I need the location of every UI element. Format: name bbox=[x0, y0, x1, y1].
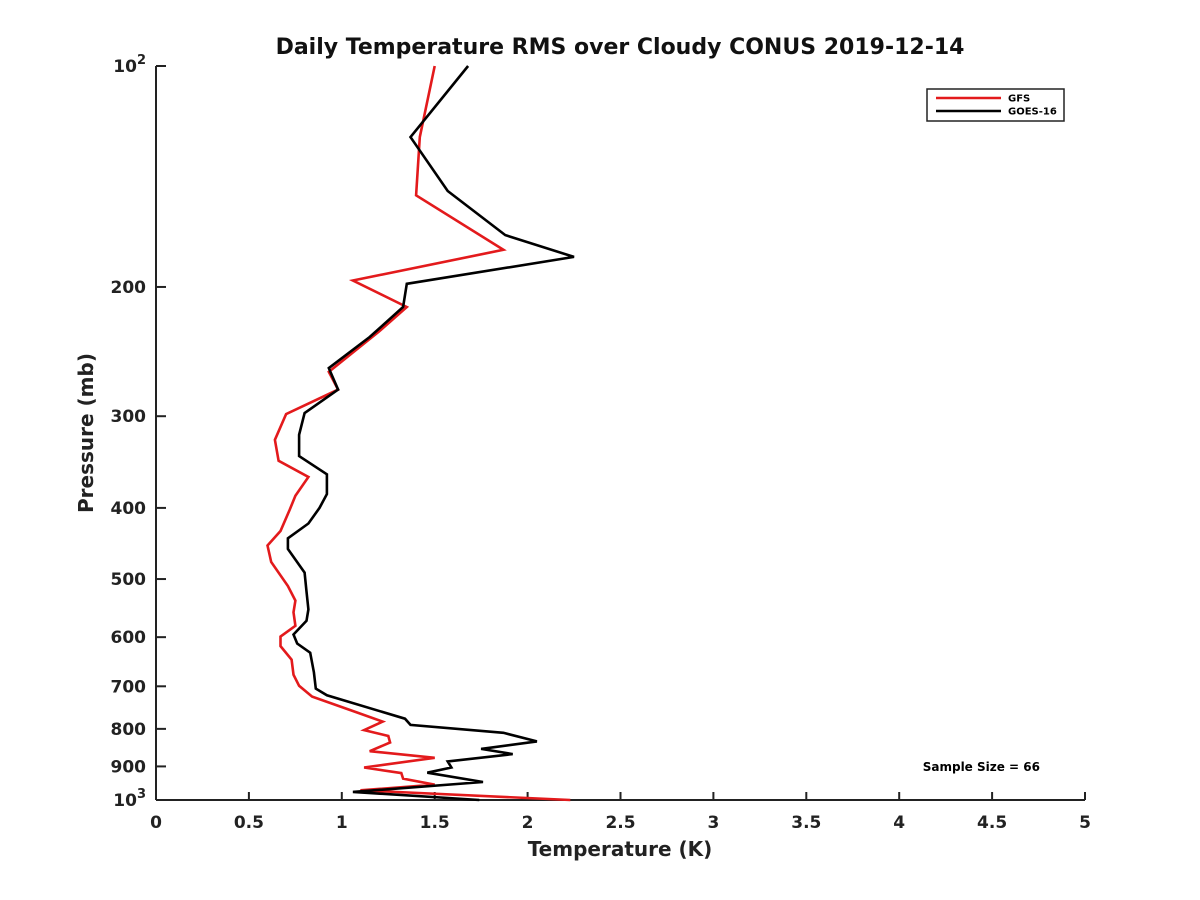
x-axis-label: Temperature (K) bbox=[528, 837, 713, 861]
x-tick-label: 2 bbox=[522, 813, 534, 833]
x-tick-label: 3.5 bbox=[791, 813, 821, 833]
legend-label: GOES-16 bbox=[1008, 107, 1057, 118]
y-tick-label: 500 bbox=[111, 570, 147, 590]
y-tick-label: 103 bbox=[113, 787, 146, 811]
series-line-goes-16 bbox=[286, 65, 575, 802]
x-tick-label: 1.5 bbox=[420, 813, 450, 833]
y-tick-base: 700 bbox=[111, 677, 147, 697]
y-tick-base: 300 bbox=[111, 407, 147, 427]
x-tick-label: 5 bbox=[1079, 813, 1091, 833]
series-line-gfs bbox=[266, 65, 571, 802]
x-tick-label: 0.5 bbox=[234, 813, 264, 833]
legend: GFS GOES-16 bbox=[926, 88, 1065, 122]
y-tick-label: 600 bbox=[111, 628, 147, 648]
x-axis-ticks: 0 0.5 1 1.5 2 2.5 3 3.5 4 4.5 5 bbox=[150, 792, 1091, 833]
x-tick-label: 3 bbox=[707, 813, 719, 833]
y-tick-label: 900 bbox=[111, 757, 147, 777]
y-tick-exponent: 2 bbox=[137, 53, 146, 68]
series-lines bbox=[266, 65, 575, 802]
chart-title: Daily Temperature RMS over Cloudy CONUS … bbox=[276, 35, 965, 60]
y-tick-base: 10 bbox=[113, 57, 137, 77]
y-tick-label: 102 bbox=[113, 53, 146, 77]
legend-box bbox=[926, 88, 1065, 122]
y-tick-exponent: 3 bbox=[137, 787, 146, 802]
plot-area: 0 0.5 1 1.5 2 2.5 3 3.5 4 4.5 5 102200300400500600… bbox=[111, 53, 1091, 833]
x-tick-label: 4 bbox=[893, 813, 905, 833]
x-tick-label: 2.5 bbox=[605, 813, 635, 833]
y-tick-base: 600 bbox=[111, 628, 147, 648]
y-tick-base: 900 bbox=[111, 757, 147, 777]
y-tick-label: 200 bbox=[111, 278, 147, 298]
x-tick-label: 0 bbox=[150, 813, 162, 833]
y-tick-label: 700 bbox=[111, 677, 147, 697]
y-tick-base: 200 bbox=[111, 278, 147, 298]
y-axis-label: Pressure (mb) bbox=[74, 353, 98, 513]
x-tick-label: 4.5 bbox=[977, 813, 1007, 833]
y-tick-label: 800 bbox=[111, 720, 147, 740]
y-tick-base: 800 bbox=[111, 720, 147, 740]
x-tick-label: 1 bbox=[336, 813, 348, 833]
y-tick-label: 400 bbox=[111, 499, 147, 519]
y-tick-base: 500 bbox=[111, 570, 147, 590]
y-tick-base: 10 bbox=[113, 791, 137, 811]
y-tick-base: 400 bbox=[111, 499, 147, 519]
legend-label: GFS bbox=[1008, 94, 1030, 105]
sample-size-annotation: Sample Size = 66 bbox=[923, 760, 1040, 774]
y-tick-label: 300 bbox=[111, 407, 147, 427]
